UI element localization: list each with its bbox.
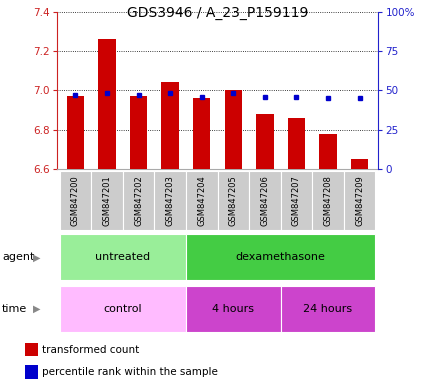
Text: GDS3946 / A_23_P159119: GDS3946 / A_23_P159119 — [127, 6, 307, 20]
Bar — [59, 171, 91, 230]
Bar — [59, 286, 185, 332]
Text: ▶: ▶ — [33, 304, 41, 314]
Bar — [249, 171, 280, 230]
Text: ▶: ▶ — [33, 252, 41, 262]
Bar — [98, 39, 115, 169]
Bar — [185, 171, 217, 230]
Bar — [130, 96, 147, 169]
Bar — [350, 159, 367, 169]
Bar — [59, 234, 185, 280]
Bar — [224, 90, 241, 169]
Text: GSM847201: GSM847201 — [102, 175, 111, 226]
Bar — [25, 365, 38, 379]
Bar — [185, 286, 280, 332]
Bar — [312, 171, 343, 230]
Bar — [193, 98, 210, 169]
Bar — [122, 171, 154, 230]
Text: GSM847208: GSM847208 — [323, 175, 332, 226]
Text: untreated: untreated — [95, 252, 150, 262]
Text: GSM847202: GSM847202 — [134, 175, 143, 226]
Text: time: time — [2, 304, 27, 314]
Bar — [67, 96, 84, 169]
Text: dexamethasone: dexamethasone — [235, 252, 325, 262]
Text: GSM847207: GSM847207 — [291, 175, 300, 226]
Text: transformed count: transformed count — [42, 345, 139, 355]
Text: GSM847200: GSM847200 — [71, 175, 80, 226]
Bar — [319, 134, 336, 169]
Bar — [287, 118, 304, 169]
Text: GSM847206: GSM847206 — [260, 175, 269, 226]
Text: percentile rank within the sample: percentile rank within the sample — [42, 367, 217, 377]
Text: agent: agent — [2, 252, 34, 262]
Bar — [25, 343, 38, 356]
Text: 4 hours: 4 hours — [212, 304, 254, 314]
Text: GSM847203: GSM847203 — [165, 175, 174, 226]
Text: GSM847205: GSM847205 — [228, 175, 237, 226]
Bar — [280, 171, 312, 230]
Bar — [343, 171, 375, 230]
Bar — [217, 171, 249, 230]
Text: 24 hours: 24 hours — [302, 304, 352, 314]
Bar — [280, 286, 375, 332]
Text: control: control — [103, 304, 142, 314]
Bar — [256, 114, 273, 169]
Bar — [91, 171, 122, 230]
Bar — [161, 83, 178, 169]
Bar — [185, 234, 375, 280]
Text: GSM847204: GSM847204 — [197, 175, 206, 226]
Text: GSM847209: GSM847209 — [354, 175, 363, 226]
Bar — [154, 171, 185, 230]
